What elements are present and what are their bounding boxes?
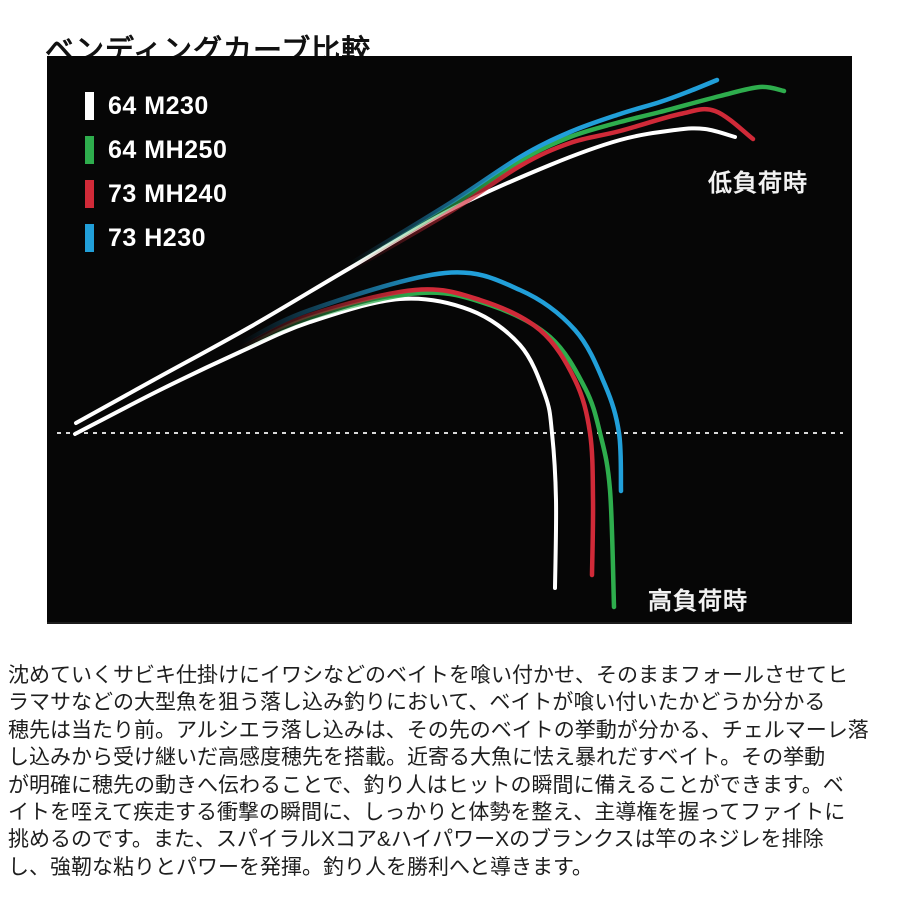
curve-high-73-h230 <box>237 270 624 494</box>
legend-swatch-red <box>85 180 94 208</box>
legend-swatch-green <box>85 136 94 164</box>
annotation-low-load: 低負荷時 <box>708 170 808 197</box>
annotation-high-load: 高負荷時 <box>648 588 748 615</box>
bending-curve-chart: 64 M230 64 MH250 73 MH240 73 H230 低負荷時 高… <box>47 56 852 624</box>
bending-curves-plot <box>57 77 843 610</box>
curve-low-64-mh250 <box>347 84 787 270</box>
curve-high-73-mh240 <box>237 287 596 578</box>
legend-swatch-white <box>85 92 94 120</box>
curve-high-64-mh250 <box>237 290 617 610</box>
legend-label: 73 H230 <box>108 223 207 252</box>
curve-low-73-h230 <box>347 77 720 267</box>
legend-swatch-blue <box>85 224 94 252</box>
legend-item-64-mh250: 64 MH250 <box>85 136 227 164</box>
product-description: 沈めていくサビキ仕掛けにイワシなどのベイトを喰い付かせ、そのままフォールさせてヒ… <box>8 664 869 879</box>
legend-item-73-h230: 73 H230 <box>85 224 227 252</box>
legend-label: 73 MH240 <box>108 179 228 208</box>
chart-legend: 64 M230 64 MH250 73 MH240 73 H230 <box>85 92 227 268</box>
legend-label: 64 M230 <box>108 91 209 120</box>
curve-high-64-m230 <box>73 296 559 590</box>
legend-label: 64 MH250 <box>108 135 228 164</box>
curve-low-73-mh240 <box>347 106 756 273</box>
legend-item-73-mh240: 73 MH240 <box>85 180 227 208</box>
legend-item-64-m230: 64 M230 <box>85 92 227 120</box>
